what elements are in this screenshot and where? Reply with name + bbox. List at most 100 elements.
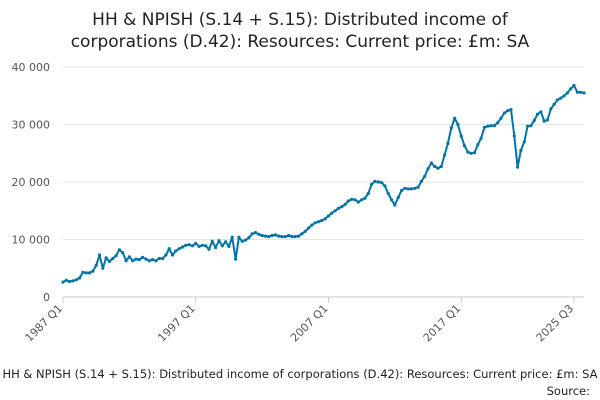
data-point — [496, 121, 500, 125]
data-point — [545, 118, 550, 122]
data-point — [147, 259, 151, 263]
data-point — [111, 256, 115, 261]
data-point — [124, 259, 128, 263]
data-point — [280, 235, 284, 239]
data-point — [466, 150, 470, 154]
data-point — [535, 112, 540, 116]
data-point — [303, 229, 307, 233]
data-point — [144, 257, 148, 261]
data-point — [243, 238, 248, 242]
data-point — [260, 233, 264, 238]
data-point — [283, 235, 287, 239]
data-point — [200, 243, 204, 247]
data-point — [506, 109, 510, 113]
data-point — [409, 187, 413, 191]
data-point — [439, 164, 443, 169]
x-tick-label: 2025 Q3 — [534, 302, 577, 345]
data-point — [436, 166, 440, 170]
data-point — [320, 218, 324, 223]
data-point — [61, 280, 65, 284]
data-point — [234, 257, 238, 261]
data-point — [370, 182, 374, 186]
data-point — [227, 244, 231, 248]
data-point — [177, 247, 181, 251]
data-point — [522, 140, 526, 144]
data-point — [71, 279, 75, 283]
data-point — [419, 179, 423, 183]
x-tick-label: 2017 Q1 — [421, 302, 464, 345]
data-point — [482, 125, 486, 129]
data-point — [393, 203, 397, 207]
data-point — [383, 184, 387, 188]
data-point — [250, 232, 254, 236]
data-point — [297, 234, 301, 238]
data-point — [582, 91, 586, 95]
x-tick-label: 1987 Q1 — [23, 302, 66, 345]
data-point — [247, 236, 251, 240]
data-point — [389, 198, 394, 202]
data-point — [373, 179, 377, 183]
data-point — [330, 211, 334, 215]
data-point — [64, 278, 68, 282]
gridlines — [63, 66, 584, 240]
data-point — [141, 255, 145, 259]
data-point — [572, 83, 576, 87]
data-point — [569, 87, 573, 91]
source-label: Source: — [547, 384, 590, 398]
data-point — [492, 124, 496, 128]
data-point — [253, 231, 258, 235]
y-tick-label: 40 000 — [12, 61, 51, 74]
data-point — [121, 251, 125, 255]
data-point — [462, 144, 467, 148]
data-point — [502, 111, 506, 115]
data-point — [360, 198, 364, 202]
data-point — [316, 220, 321, 224]
data-point — [526, 124, 530, 128]
y-tick-label: 30 000 — [12, 119, 51, 132]
data-point — [346, 199, 350, 203]
data-point — [207, 247, 211, 251]
data-point — [237, 235, 241, 239]
y-axis-ticks: 0 10 000 20 000 30 000 40 000 — [12, 61, 51, 304]
data-point — [170, 253, 175, 257]
data-point — [516, 165, 520, 169]
data-point — [499, 116, 503, 120]
data-point — [542, 119, 546, 123]
data-point — [127, 255, 131, 259]
data-point — [101, 266, 105, 270]
data-point — [161, 256, 165, 261]
data-point — [446, 141, 450, 146]
data-point — [449, 126, 453, 130]
data-point — [313, 221, 317, 225]
y-tick-label: 20 000 — [12, 176, 51, 189]
data-point — [263, 234, 267, 238]
y-tick-label: 0 — [43, 291, 50, 304]
data-point — [204, 244, 208, 248]
data-point — [131, 259, 135, 263]
data-point — [194, 241, 198, 246]
data-point — [267, 235, 271, 239]
data-point — [486, 124, 490, 128]
data-point — [300, 232, 304, 236]
data-point — [117, 248, 121, 252]
data-point — [273, 233, 277, 237]
data-point — [184, 243, 188, 247]
data-point — [552, 102, 556, 106]
data-point — [429, 161, 433, 165]
data-point — [426, 167, 430, 171]
data-point — [224, 240, 228, 244]
data-point — [214, 246, 218, 250]
data-point — [453, 116, 457, 120]
data-point — [413, 186, 417, 190]
data-point — [257, 232, 261, 236]
data-point — [154, 259, 158, 263]
data-point — [107, 259, 112, 263]
data-point — [575, 90, 580, 94]
data-point — [270, 233, 274, 238]
data-point — [403, 186, 407, 190]
data-point — [277, 234, 281, 238]
data-point — [479, 136, 483, 140]
data-point — [469, 151, 473, 155]
data-point — [74, 278, 78, 282]
data-point — [459, 134, 463, 138]
